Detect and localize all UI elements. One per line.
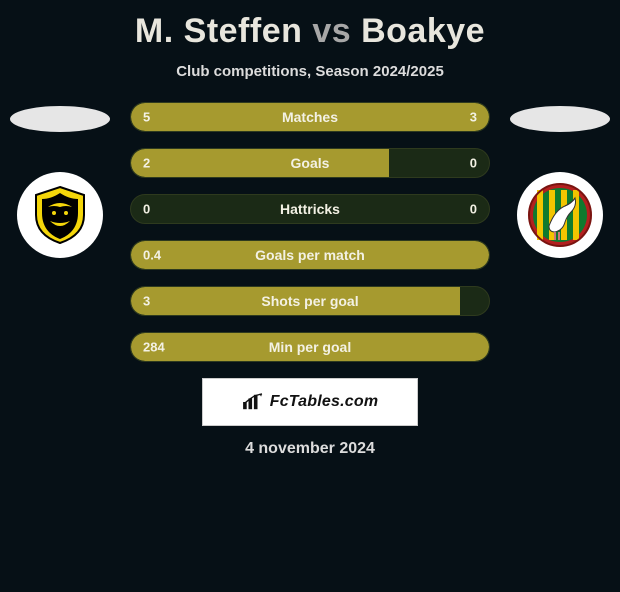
stat-value-right: 0	[470, 156, 477, 171]
player1-avatar-placeholder	[10, 106, 110, 132]
stat-bars: 53Matches20Goals00Hattricks0.4Goals per …	[130, 102, 490, 378]
stat-value-right: 0	[470, 202, 477, 217]
ado-crest-icon	[527, 182, 593, 248]
stat-fill-left	[131, 149, 389, 177]
player2-avatar-placeholder	[510, 106, 610, 132]
fctables-logo-icon	[242, 393, 264, 411]
stat-row: 0.4Goals per match	[130, 240, 490, 270]
stat-value-left: 0.4	[143, 248, 161, 263]
vitesse-crest-icon	[28, 183, 92, 247]
date-label: 4 november 2024	[0, 440, 620, 458]
stat-value-right: 3	[470, 110, 477, 125]
left-player-column	[10, 102, 110, 258]
stat-value-left: 0	[143, 202, 150, 217]
player2-name: Boakye	[361, 12, 485, 50]
stat-fill-left	[131, 287, 460, 315]
stat-fill-left	[131, 333, 489, 361]
comparison-arena: 53Matches20Goals00Hattricks0.4Goals per …	[0, 102, 620, 372]
club-badge-left	[17, 172, 103, 258]
page-title: M. Steffen vs Boakye	[0, 12, 620, 51]
footer-brand-text: FcTables.com	[270, 393, 379, 411]
stat-row: 3Shots per goal	[130, 286, 490, 316]
stat-fill-left	[131, 241, 489, 269]
stat-value-left: 5	[143, 110, 150, 125]
vs-label: vs	[312, 12, 351, 50]
stat-row: 53Matches	[130, 102, 490, 132]
stat-row: 284Min per goal	[130, 332, 490, 362]
stat-label: Hattricks	[131, 201, 489, 217]
footer-brand-card[interactable]: FcTables.com	[202, 378, 418, 426]
player1-name: M. Steffen	[135, 12, 302, 50]
subtitle: Club competitions, Season 2024/2025	[0, 63, 620, 80]
stat-fill-left	[131, 103, 353, 131]
stat-row: 0 0Hattricks	[130, 194, 490, 224]
stat-value-left: 284	[143, 340, 165, 355]
stat-value-left: 3	[143, 294, 150, 309]
stat-value-left: 2	[143, 156, 150, 171]
stat-row: 20Goals	[130, 148, 490, 178]
stat-fill-right	[353, 103, 489, 131]
right-player-column	[510, 102, 610, 258]
club-badge-right	[517, 172, 603, 258]
